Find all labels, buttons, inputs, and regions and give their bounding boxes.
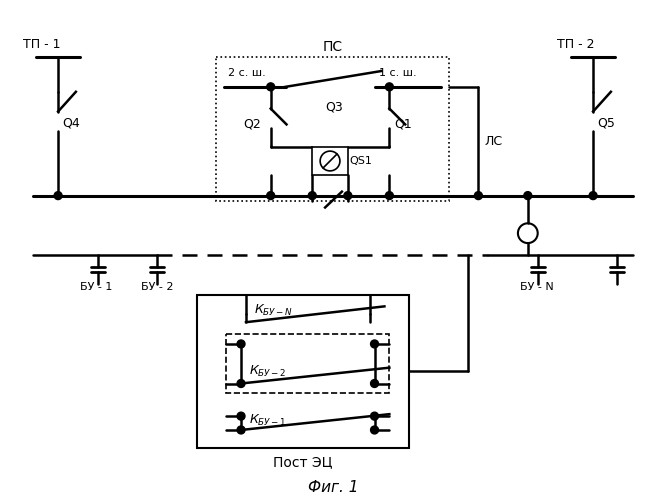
Bar xyxy=(312,147,348,175)
Text: ПС: ПС xyxy=(322,40,342,54)
Circle shape xyxy=(370,380,378,388)
Circle shape xyxy=(237,380,245,388)
Circle shape xyxy=(370,412,378,420)
Text: БУ - 1: БУ - 1 xyxy=(80,282,112,292)
Circle shape xyxy=(386,83,394,91)
Text: 2 с. ш.: 2 с. ш. xyxy=(228,68,266,78)
Circle shape xyxy=(524,192,531,200)
Circle shape xyxy=(308,192,316,200)
Text: Q3: Q3 xyxy=(325,100,343,113)
Bar xyxy=(216,57,449,201)
Circle shape xyxy=(386,192,394,200)
Text: 1 с. ш.: 1 с. ш. xyxy=(380,68,417,78)
Circle shape xyxy=(474,192,482,200)
Text: БУ - 2: БУ - 2 xyxy=(141,282,174,292)
Text: $К_{БУ-2}$: $К_{БУ-2}$ xyxy=(249,364,286,379)
Text: QS1: QS1 xyxy=(350,156,373,166)
Text: Q2: Q2 xyxy=(243,118,261,131)
Text: Q5: Q5 xyxy=(597,117,615,130)
Text: ЛС: ЛС xyxy=(484,134,502,147)
Text: ТП - 2: ТП - 2 xyxy=(557,38,595,51)
Text: Фиг. 1: Фиг. 1 xyxy=(308,480,358,495)
Circle shape xyxy=(589,192,597,200)
Bar xyxy=(196,294,409,448)
Circle shape xyxy=(237,340,245,348)
Text: $К_{БУ-1}$: $К_{БУ-1}$ xyxy=(249,412,286,428)
Circle shape xyxy=(370,426,378,434)
Bar xyxy=(226,334,390,394)
Text: ТП - 1: ТП - 1 xyxy=(23,38,61,51)
Text: Пост ЭЦ: Пост ЭЦ xyxy=(273,456,332,469)
Circle shape xyxy=(237,412,245,420)
Text: $К_{БУ-N}$: $К_{БУ-N}$ xyxy=(254,303,293,318)
Text: Q1: Q1 xyxy=(394,118,412,131)
Circle shape xyxy=(267,192,274,200)
Circle shape xyxy=(267,83,274,91)
Text: БУ - N: БУ - N xyxy=(520,282,553,292)
Circle shape xyxy=(370,340,378,348)
Circle shape xyxy=(344,192,352,200)
Circle shape xyxy=(237,426,245,434)
Text: Q4: Q4 xyxy=(62,117,80,130)
Circle shape xyxy=(54,192,62,200)
